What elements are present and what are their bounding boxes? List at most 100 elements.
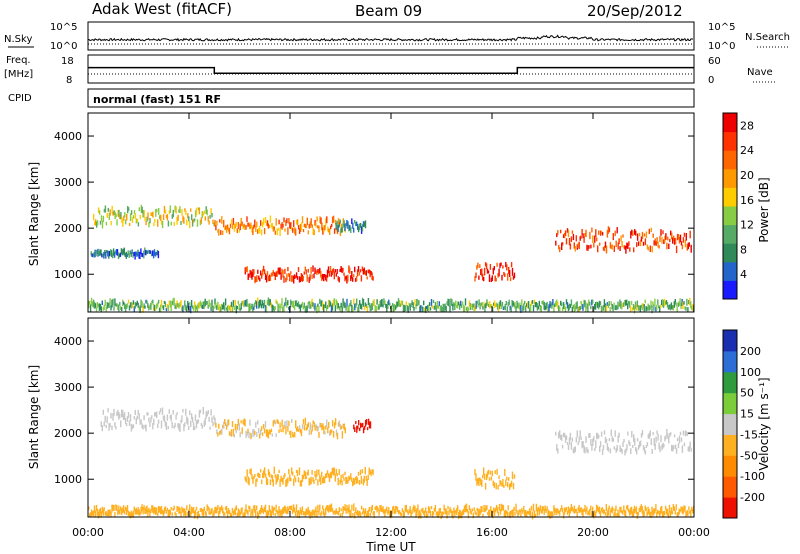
heatmap-cell [487, 270, 490, 274]
heatmap-cell [126, 505, 129, 513]
heatmap-cell [286, 420, 288, 428]
colorbar-segment [723, 392, 737, 415]
heatmap-cell [192, 218, 195, 223]
power-cbar-tick: 24 [740, 144, 754, 157]
heatmap-cell [480, 506, 482, 514]
heatmap-cell [210, 208, 212, 215]
heatmap-cell [341, 431, 344, 439]
heatmap-cell [563, 304, 566, 310]
heatmap-cell [674, 237, 677, 245]
heatmap-cell [461, 510, 464, 516]
heatmap-cell [569, 304, 572, 308]
heatmap-cell [659, 306, 661, 312]
heatmap-cell [484, 304, 486, 312]
heatmap-cell [260, 220, 262, 226]
heatmap-cell [232, 300, 235, 307]
heatmap-cell [314, 471, 316, 477]
heatmap-cell [653, 304, 655, 311]
heatmap-cell [246, 298, 248, 307]
heatmap-cell [184, 422, 186, 427]
heatmap-cell [99, 249, 101, 256]
heatmap-cell [204, 510, 206, 516]
heatmap-cell [690, 448, 692, 452]
heatmap-cell [333, 228, 336, 234]
heatmap-cell [172, 507, 174, 511]
heatmap-cell [500, 304, 503, 309]
heatmap-cell [624, 300, 626, 305]
heatmap-cell [548, 510, 550, 517]
heatmap-cell [683, 505, 685, 513]
heatmap-cell [624, 509, 626, 516]
heatmap-cell [255, 422, 257, 428]
heatmap-cell [339, 219, 341, 224]
y-tick-label: 3000 [54, 176, 82, 189]
heatmap-cell [322, 505, 324, 510]
heatmap-cell [334, 510, 337, 515]
heatmap-cell [661, 505, 663, 514]
heatmap-cell [616, 305, 618, 310]
heatmap-cell [254, 431, 256, 435]
velocity-cbar-tick: 100 [740, 366, 761, 379]
heatmap-cell [349, 267, 351, 274]
heatmap-cell [358, 511, 360, 517]
heatmap-cell [169, 415, 171, 419]
heatmap-cell [571, 230, 574, 234]
heatmap-cell [583, 508, 585, 512]
heatmap-cell [271, 304, 273, 312]
heatmap-cell [565, 238, 568, 245]
heatmap-cell [180, 420, 182, 424]
heatmap-cell [287, 506, 289, 515]
heatmap-cell [569, 243, 572, 250]
heatmap-cell [604, 512, 607, 516]
heatmap-cell [498, 301, 501, 310]
heatmap-cell [165, 510, 168, 514]
heatmap-cell [110, 511, 112, 517]
heatmap-cell [636, 438, 639, 442]
heatmap-cell [440, 511, 442, 519]
heatmap-cell [562, 432, 565, 437]
heatmap-cell [93, 505, 96, 514]
heatmap-cell [247, 476, 249, 484]
heatmap-cell [152, 250, 155, 259]
heatmap-cell [101, 300, 103, 306]
heatmap-cell [643, 233, 646, 237]
heatmap-cell [371, 303, 373, 310]
heatmap-cell [601, 306, 604, 311]
heatmap-cell [629, 247, 631, 252]
heatmap-cell [431, 305, 434, 309]
heatmap-cell [291, 509, 294, 514]
heatmap-cell [369, 421, 372, 429]
heatmap-cell [648, 432, 650, 439]
heatmap-cell [666, 429, 668, 436]
heatmap-cell [153, 507, 155, 515]
heatmap-cell [151, 250, 154, 256]
heatmap-cell [334, 418, 337, 426]
heatmap-cell [580, 235, 582, 239]
heatmap-cell [315, 506, 317, 513]
heatmap-cell [307, 268, 309, 273]
heatmap-cell [674, 510, 676, 515]
heatmap-cell [179, 302, 181, 307]
heatmap-cell [244, 300, 246, 306]
heatmap-cell [690, 244, 692, 253]
heatmap-cell [340, 474, 342, 483]
heatmap-cell [275, 271, 277, 277]
heatmap-cell [197, 207, 200, 211]
heatmap-cell [282, 270, 284, 278]
heatmap-cell [150, 508, 152, 513]
heatmap-cell [224, 506, 227, 510]
heatmap-cell [540, 509, 542, 514]
heatmap-cell [344, 275, 346, 282]
heatmap-cell [642, 510, 644, 517]
heatmap-cell [252, 303, 254, 312]
heatmap-cell [358, 223, 361, 231]
heatmap-cell [370, 303, 372, 311]
heatmap-cell [393, 509, 396, 515]
heatmap-cell [201, 509, 203, 516]
heatmap-cell [215, 225, 217, 231]
heatmap-cell [509, 482, 512, 488]
heatmap-cell [442, 303, 444, 312]
heatmap-cell [328, 300, 331, 308]
heatmap-cell [264, 421, 267, 428]
freq-tick-bottom: 8 [66, 75, 72, 86]
